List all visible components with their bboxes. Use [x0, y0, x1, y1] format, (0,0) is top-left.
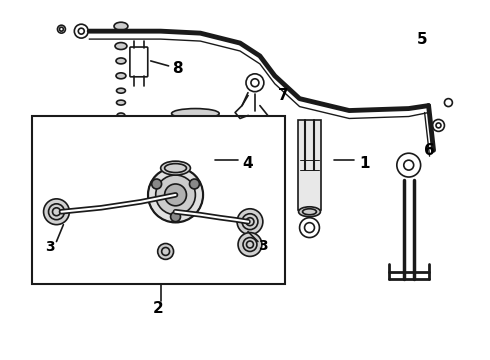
- Ellipse shape: [298, 207, 320, 217]
- FancyBboxPatch shape: [130, 47, 148, 77]
- Circle shape: [190, 179, 199, 189]
- Text: 7: 7: [278, 88, 289, 103]
- Ellipse shape: [114, 22, 128, 30]
- Ellipse shape: [115, 42, 127, 50]
- Ellipse shape: [156, 175, 196, 215]
- Text: 6: 6: [424, 143, 434, 158]
- Ellipse shape: [161, 161, 191, 175]
- Ellipse shape: [165, 184, 187, 206]
- Ellipse shape: [172, 204, 219, 214]
- Text: 5: 5: [416, 32, 427, 46]
- Text: 2: 2: [152, 301, 163, 316]
- Circle shape: [152, 179, 162, 189]
- Circle shape: [238, 233, 262, 256]
- Bar: [297, 121, 321, 210]
- Text: 4: 4: [242, 156, 253, 171]
- Ellipse shape: [301, 168, 318, 176]
- Text: 3: 3: [45, 240, 54, 255]
- Circle shape: [171, 212, 180, 222]
- Ellipse shape: [117, 88, 125, 93]
- Ellipse shape: [116, 58, 126, 64]
- Ellipse shape: [116, 73, 126, 79]
- Bar: [32, 116, 285, 284]
- Circle shape: [158, 243, 173, 260]
- Ellipse shape: [117, 113, 125, 118]
- Text: 1: 1: [359, 156, 369, 171]
- Circle shape: [44, 199, 70, 225]
- Text: 8: 8: [172, 61, 183, 76]
- Circle shape: [237, 209, 263, 235]
- Ellipse shape: [148, 168, 203, 222]
- Ellipse shape: [172, 109, 219, 118]
- Text: 3: 3: [258, 239, 268, 253]
- Ellipse shape: [117, 100, 125, 105]
